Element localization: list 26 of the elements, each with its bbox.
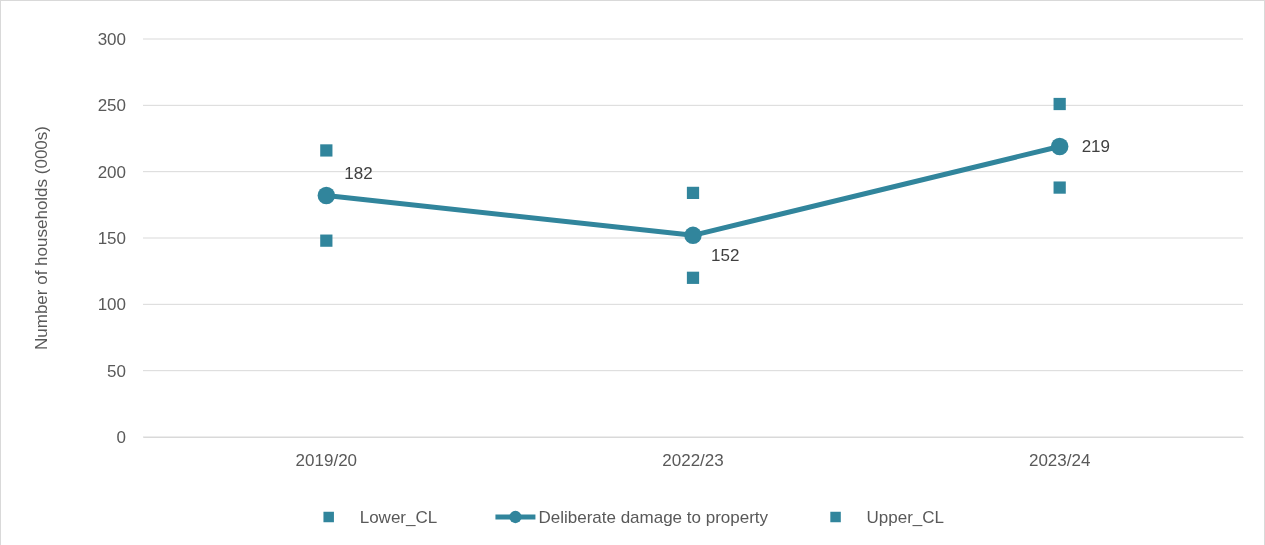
legend-label: Lower_CL xyxy=(359,507,438,527)
point xyxy=(320,144,333,157)
point xyxy=(1053,181,1066,194)
point xyxy=(320,234,333,247)
point xyxy=(317,186,336,205)
y-axis-title: Number of households (000s) xyxy=(32,126,51,350)
point xyxy=(686,271,700,284)
x-tick-label: 2022/23 xyxy=(662,451,724,471)
point xyxy=(686,186,700,200)
y-tick-label: 100 xyxy=(97,295,126,315)
x-tick-label: 2019/20 xyxy=(295,451,358,471)
data-label: 182 xyxy=(344,164,373,184)
y-tick-label: 50 xyxy=(107,361,126,381)
point xyxy=(684,226,702,245)
point xyxy=(1053,97,1066,111)
legend-label: Upper_CL xyxy=(866,507,945,527)
y-tick-label: 0 xyxy=(116,427,126,447)
point xyxy=(1050,137,1069,156)
y-tick-label: 200 xyxy=(97,162,126,182)
y-tick-label: 300 xyxy=(97,29,126,49)
y-tick-label: 250 xyxy=(97,96,126,116)
x-tick-label: 2023/24 xyxy=(1028,451,1091,471)
y-tick-label: 150 xyxy=(97,228,126,248)
data-label: 152 xyxy=(711,246,740,266)
legend-label: Deliberate damage to property xyxy=(538,507,769,527)
data-label: 219 xyxy=(1081,137,1111,157)
